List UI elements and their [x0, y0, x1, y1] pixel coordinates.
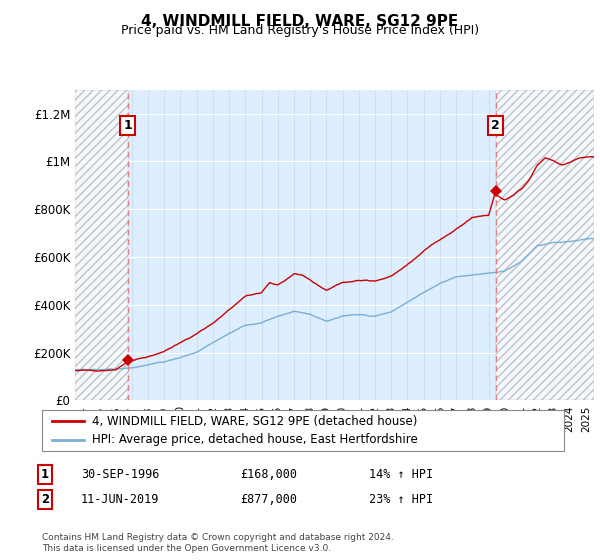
- Text: Price paid vs. HM Land Registry's House Price Index (HPI): Price paid vs. HM Land Registry's House …: [121, 24, 479, 37]
- Text: 1: 1: [124, 119, 132, 132]
- Text: 30-SEP-1996: 30-SEP-1996: [81, 468, 160, 482]
- Text: 2: 2: [41, 493, 49, 506]
- Text: 11-JUN-2019: 11-JUN-2019: [81, 493, 160, 506]
- Text: £168,000: £168,000: [240, 468, 297, 482]
- Text: 1: 1: [41, 468, 49, 482]
- Text: Contains HM Land Registry data © Crown copyright and database right 2024.
This d: Contains HM Land Registry data © Crown c…: [42, 533, 394, 553]
- Text: 2: 2: [491, 119, 500, 132]
- Text: 4, WINDMILL FIELD, WARE, SG12 9PE: 4, WINDMILL FIELD, WARE, SG12 9PE: [142, 14, 458, 29]
- Text: 4, WINDMILL FIELD, WARE, SG12 9PE (detached house): 4, WINDMILL FIELD, WARE, SG12 9PE (detac…: [92, 415, 417, 428]
- Text: HPI: Average price, detached house, East Hertfordshire: HPI: Average price, detached house, East…: [92, 433, 418, 446]
- Text: £877,000: £877,000: [240, 493, 297, 506]
- Bar: [75, 90, 128, 400]
- Text: 14% ↑ HPI: 14% ↑ HPI: [369, 468, 433, 482]
- Text: 23% ↑ HPI: 23% ↑ HPI: [369, 493, 433, 506]
- Bar: [496, 90, 594, 400]
